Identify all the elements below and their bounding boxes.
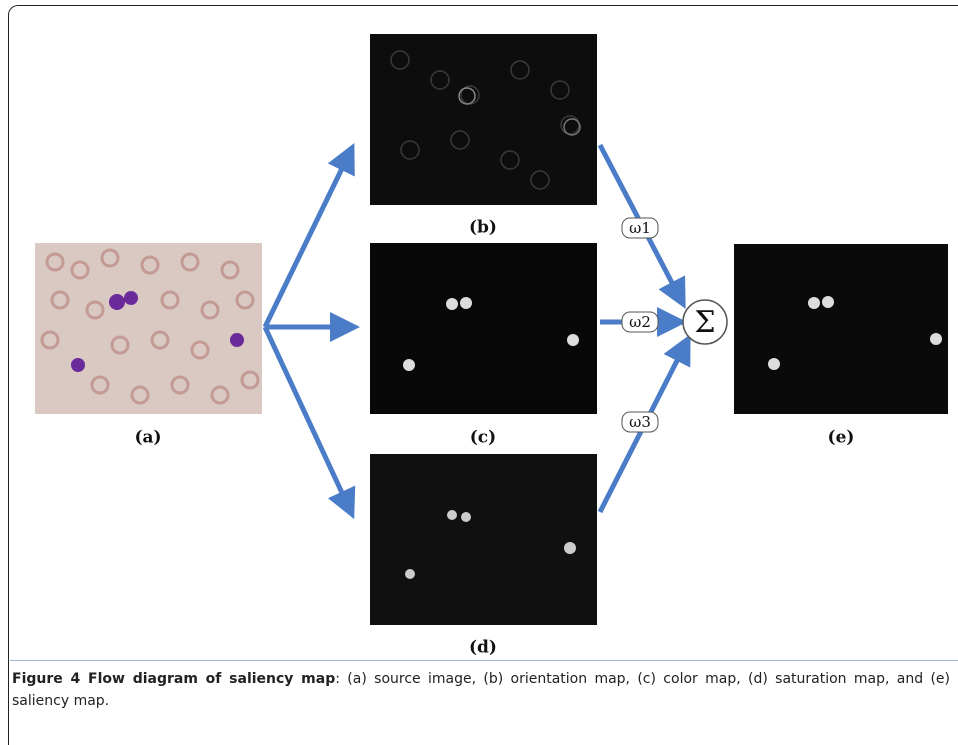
color-map: [370, 243, 597, 414]
panel-label: (c): [470, 428, 496, 448]
weight-label: ω2: [629, 313, 651, 331]
panel-label: (e): [828, 428, 855, 448]
source-image: [35, 243, 262, 414]
figure: ω1 ω2 ω3 Σ (a) (b) (c) (d) (e): [0, 0, 958, 660]
panel-label: (d): [469, 638, 497, 658]
weight-label: ω3: [629, 413, 651, 431]
caption-separator: [10, 660, 958, 661]
weight-label: ω1: [629, 219, 651, 237]
caption: Figure 4 Flow diagram of saliency map: (…: [12, 668, 950, 712]
panel-label: (b): [469, 218, 497, 238]
panel-label: (a): [134, 428, 161, 448]
saturation-map: [370, 454, 597, 625]
sum-symbol: Σ: [694, 305, 715, 340]
orientation-map: [370, 34, 597, 205]
saliency-map: [734, 244, 948, 414]
caption-title: Figure 4 Flow diagram of saliency map: [12, 671, 335, 687]
page: ω1 ω2 ω3 Σ (a) (b) (c) (d) (e) Figure 4 …: [0, 0, 958, 731]
